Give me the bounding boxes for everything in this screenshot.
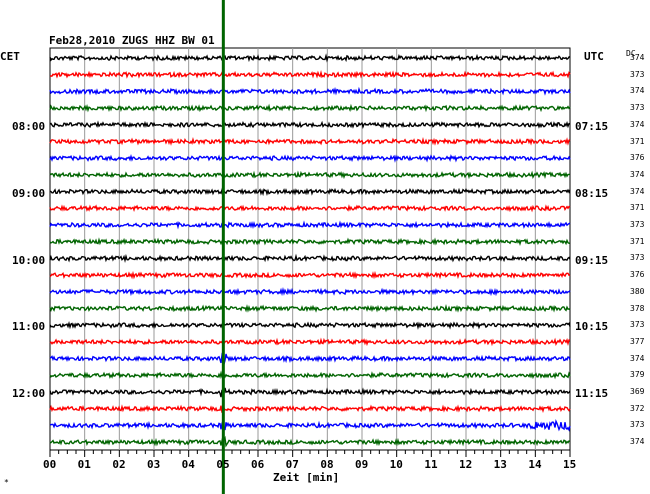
seismic-trace (49, 303, 571, 313)
x-tick-label: 05 (216, 458, 230, 471)
seismic-trace (49, 253, 571, 264)
left-time-label: 11:00 (12, 320, 46, 333)
left-timezone-label: CET (0, 50, 20, 63)
dc-value: 374 (630, 86, 645, 96)
seismic-trace (49, 204, 571, 213)
plot-title: Feb28,2010 ZUGS HHZ BW 01 (49, 34, 215, 47)
dc-value: 373 (630, 103, 645, 113)
corner-mark: * (4, 478, 9, 487)
x-tick-label: 10 (389, 458, 403, 471)
dc-value: 379 (630, 370, 645, 380)
seismic-trace (49, 154, 571, 163)
left-time-label: 09:00 (12, 187, 46, 200)
seismic-trace (49, 433, 571, 448)
x-tick-label: 13 (493, 458, 507, 471)
dc-value: 377 (630, 336, 645, 346)
seismic-trace (49, 69, 571, 79)
right-time-label: 09:15 (575, 254, 609, 267)
seismic-trace (49, 187, 571, 197)
x-tick-label: 14 (528, 458, 542, 471)
seismic-trace (49, 370, 571, 381)
dc-value: 374 (630, 119, 645, 129)
x-tick-label: 01 (77, 458, 91, 471)
right-time-label: 11:15 (575, 387, 609, 400)
seismic-trace (49, 86, 571, 96)
dc-value: 374 (630, 353, 645, 363)
right-time-label: 07:15 (575, 120, 609, 133)
dc-value: 374 (630, 186, 645, 196)
seismic-trace (49, 136, 571, 146)
seismic-trace (49, 120, 571, 130)
right-time-label: 08:15 (575, 187, 609, 200)
dc-value: 373 (630, 420, 645, 430)
seismic-trace (49, 352, 571, 365)
right-timezone-label: UTC (584, 50, 604, 63)
dc-value: 374 (630, 169, 645, 179)
dc-value: 371 (630, 136, 645, 146)
dc-value: 372 (630, 403, 645, 413)
x-tick-label: 04 (181, 458, 195, 471)
seismic-trace (49, 418, 571, 432)
x-tick-label: 00 (43, 458, 57, 471)
dc-value: 373 (630, 220, 645, 229)
seismic-trace (49, 103, 571, 113)
seismic-trace (49, 337, 571, 347)
x-axis-label: Zeit [min] (273, 471, 340, 484)
seismic-trace (49, 404, 571, 413)
x-tick-label: 15 (563, 458, 577, 471)
left-time-label: 10:00 (12, 254, 46, 267)
dc-value: 371 (630, 203, 645, 213)
seismic-trace (49, 53, 571, 63)
seismic-trace (49, 170, 571, 180)
dc-value: 373 (630, 69, 645, 79)
seismic-trace (49, 220, 571, 230)
dc-value: 371 (630, 236, 645, 246)
seismic-trace (49, 270, 571, 280)
seismic-trace (49, 387, 571, 398)
x-tick-label: 12 (459, 458, 473, 471)
left-time-label: 12:00 (12, 387, 46, 400)
dc-value: 380 (630, 286, 645, 296)
dc-value: 376 (630, 153, 645, 163)
dc-value: 374 (630, 53, 645, 62)
left-time-label: 08:00 (12, 120, 46, 133)
right-time-label: 10:15 (575, 320, 609, 333)
x-tick-label: 07 (285, 458, 299, 471)
dc-value: 369 (630, 387, 645, 396)
dc-value: 373 (630, 320, 645, 330)
x-tick-label: 06 (251, 458, 265, 471)
seismic-trace (49, 237, 571, 246)
x-tick-label: 02 (112, 458, 126, 471)
dc-value: 378 (630, 303, 645, 313)
x-tick-label: 11 (424, 458, 438, 471)
x-tick-label: 09 (355, 458, 369, 471)
x-tick-label: 08 (320, 458, 334, 471)
dc-value: 374 (630, 437, 645, 447)
x-tick-label: 03 (147, 458, 161, 471)
dc-column-label: DC (626, 49, 636, 58)
dc-value: 376 (630, 270, 645, 280)
seismic-trace (49, 287, 571, 297)
seismic-trace (49, 320, 571, 330)
dc-value: 373 (630, 253, 645, 263)
